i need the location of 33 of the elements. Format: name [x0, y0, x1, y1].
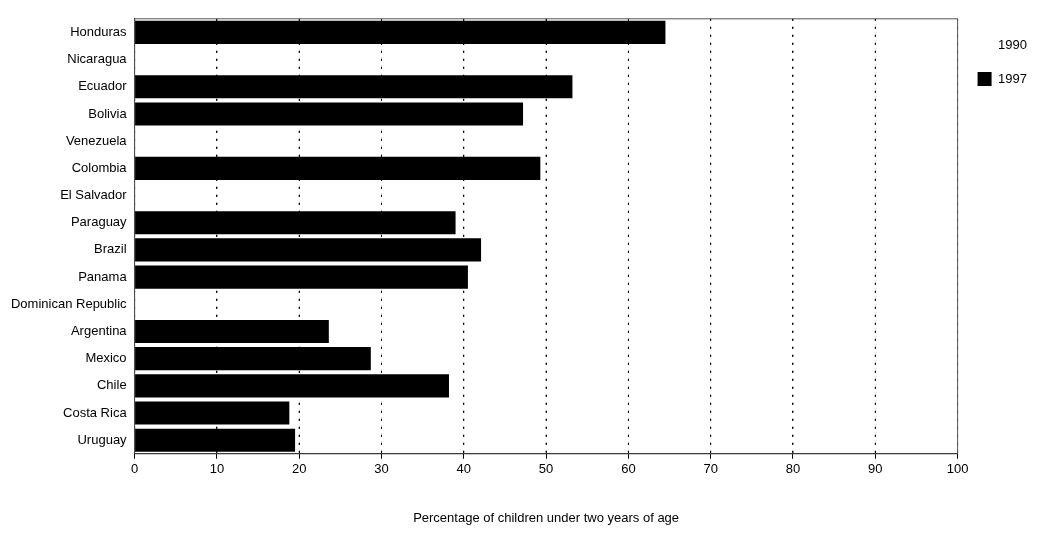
y-tick-label: Honduras	[70, 23, 128, 39]
y-tick-label: Nicaragua	[67, 51, 128, 67]
y-tick-label: Venezuela	[65, 132, 128, 148]
y-tick-label: Costa Rica	[63, 404, 128, 420]
y-tick-label: El Salvador	[60, 187, 128, 203]
bar	[135, 319, 329, 344]
bar	[135, 265, 468, 289]
y-tick-label: Panama	[78, 268, 128, 284]
y-tick-label: Dominican Republic	[10, 295, 128, 311]
x-tick-label: 70	[703, 461, 718, 477]
y-tick-label: Paraguay	[70, 214, 128, 230]
x-tick-label: 90	[868, 461, 883, 477]
x-tick-label: 0	[130, 461, 139, 477]
y-tick-label: Argentina	[70, 323, 128, 339]
x-tick-label: 10	[209, 461, 225, 477]
y-tick-label: Colombia	[71, 159, 128, 175]
x-tick-label: 40	[456, 461, 472, 477]
y-tick-label: Bolivia	[88, 105, 128, 121]
y-tick-label: Ecuador	[78, 78, 128, 94]
x-tick-label: 80	[785, 461, 801, 477]
x-tick-label: 60	[621, 461, 636, 477]
x-axis-title: Percentage of children under two years of age	[413, 509, 680, 525]
text: 1990	[998, 36, 1027, 52]
bar	[135, 401, 290, 425]
x-tick-label: 50	[538, 461, 554, 477]
x-tick-label: 100	[946, 461, 969, 477]
x-tick-label: 30	[374, 461, 389, 477]
y-tick-label: Mexico	[85, 350, 127, 366]
y-tick-label: Chile	[96, 377, 127, 393]
x-tick-label: 20	[291, 461, 307, 477]
legend-label: 1997	[998, 70, 1027, 86]
y-tick-label: Brazil	[94, 241, 127, 257]
y-tick-label: Uruguay	[77, 431, 128, 447]
